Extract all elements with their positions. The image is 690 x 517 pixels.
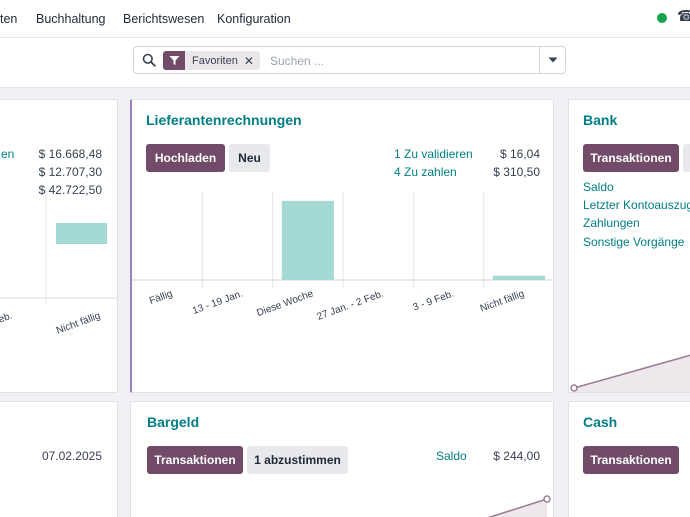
search-options-toggle[interactable] [539, 47, 565, 73]
journal-card-bottom-left: 07.02.2025 [0, 401, 118, 517]
new-bill-button[interactable]: Neu [229, 144, 270, 172]
to-validate-link[interactable]: 1 Zu validieren [394, 147, 473, 161]
chart-bar-5[interactable] [492, 275, 545, 280]
cash-box-chart-area [490, 499, 547, 517]
chart-tick-label-5: Nicht fällig [479, 288, 526, 314]
chart-tick-label-4: 3 - 9 Feb. [412, 288, 456, 313]
search-icon[interactable] [142, 53, 156, 67]
bank-title[interactable]: Bank [583, 112, 618, 128]
nav-item-buchhaltung[interactable]: Buchhaltung [36, 12, 106, 26]
cash-box-balance-amount: $ 244,00 [493, 449, 540, 463]
top-navbar: ten Buchhaltung Berichtswesen Konfigurat… [0, 0, 690, 38]
bank-link-payments[interactable]: Zahlungen [583, 216, 640, 230]
bank-chart-point [570, 384, 578, 392]
upload-button[interactable]: Hochladen [146, 144, 225, 172]
chart-tick-label-1: 13 - 19 Jan. [191, 288, 244, 316]
reconcile-button[interactable]: 1 abzustimmen [247, 446, 348, 474]
left-card-chart: eb. Nicht fällig [0, 190, 117, 337]
cash-title[interactable]: Cash [583, 414, 618, 430]
bank-link-other[interactable]: Sonstige Vorgänge [583, 235, 685, 249]
search-facet-favorites: Favoriten ✕ [163, 51, 260, 70]
chart-bar-2[interactable] [281, 200, 334, 280]
left-card-amount-1: $ 16.668,48 [38, 147, 102, 161]
online-status-icon[interactable] [657, 13, 667, 23]
cash-box-balance-link[interactable]: Saldo [436, 449, 467, 463]
cash-box-balance-chart [487, 495, 551, 517]
cash-box-title[interactable]: Bargeld [147, 414, 200, 430]
vendor-bills-chart: Fällig 13 - 19 Jan. Diese Woche 27 Jan. - 2… [132, 192, 553, 323]
nav-item-berichtswesen[interactable]: Berichtswesen [123, 12, 205, 26]
cash-box-transactions-button[interactable]: Transaktionen [147, 446, 243, 474]
close-icon[interactable]: ✕ [243, 53, 254, 68]
to-pay-link[interactable]: 4 Zu zahlen [394, 165, 457, 179]
vendor-bills-card: Lieferantenrechnungen Hochladen Neu 1 Zu… [130, 99, 554, 393]
to-pay-amount: $ 310,50 [493, 165, 540, 179]
facet-label: Favoriten [192, 54, 238, 67]
caret-down-icon [548, 57, 557, 63]
nav-item-konfiguration[interactable]: Konfiguration [217, 12, 291, 26]
bank-secondary-button[interactable] [683, 144, 690, 172]
journal-card-left: en $ 16.668,48 $ 12.707,30 $ 42.722,50 e… [0, 99, 118, 393]
bank-transactions-button[interactable]: Transaktionen [583, 144, 679, 172]
chart-tick-label-3: 27 Jan. - 2 Feb. [316, 288, 386, 322]
bank-card: Bank Transaktionen Saldo Letzter Kontoau… [568, 99, 690, 393]
left-card-link[interactable]: en [1, 147, 15, 161]
left-chart-bar [56, 223, 107, 244]
filter-icon [163, 51, 185, 70]
control-panel: Favoriten ✕ [0, 38, 690, 88]
bank-link-balance[interactable]: Saldo [583, 180, 614, 194]
nav-item-partial[interactable]: ten [0, 12, 18, 26]
to-validate-amount: $ 16,04 [499, 147, 540, 161]
chart-tick-label-2: Diese Woche [255, 288, 315, 319]
cash-card: Cash Transaktionen [568, 401, 690, 517]
bottom-left-date: 07.02.2025 [41, 449, 102, 463]
left-chart-tick: eb. [0, 310, 14, 325]
left-chart-tick: Nicht fällig [55, 310, 102, 336]
search-box: Favoriten ✕ [133, 46, 566, 74]
cash-transactions-button[interactable]: Transaktionen [583, 446, 679, 474]
cash-box-chart-point [543, 495, 551, 503]
left-card-amount-3: $ 42.722,50 [38, 183, 102, 197]
phone-icon[interactable]: ☎ [677, 8, 690, 25]
search-input[interactable] [270, 51, 520, 70]
bank-chart-line [573, 354, 690, 389]
bank-link-last-statement[interactable]: Letzter Kontoauszug [583, 198, 690, 212]
cash-box-card: Bargeld Transaktionen 1 abzustimmen Sald… [130, 401, 554, 517]
chart-tick-label-0: Fällig [148, 288, 174, 307]
left-card-amount-2: $ 12.707,30 [38, 165, 102, 179]
vendor-bills-title[interactable]: Lieferantenrechnungen [146, 112, 302, 128]
bank-balance-chart [570, 354, 690, 392]
bank-chart-area [574, 355, 690, 392]
